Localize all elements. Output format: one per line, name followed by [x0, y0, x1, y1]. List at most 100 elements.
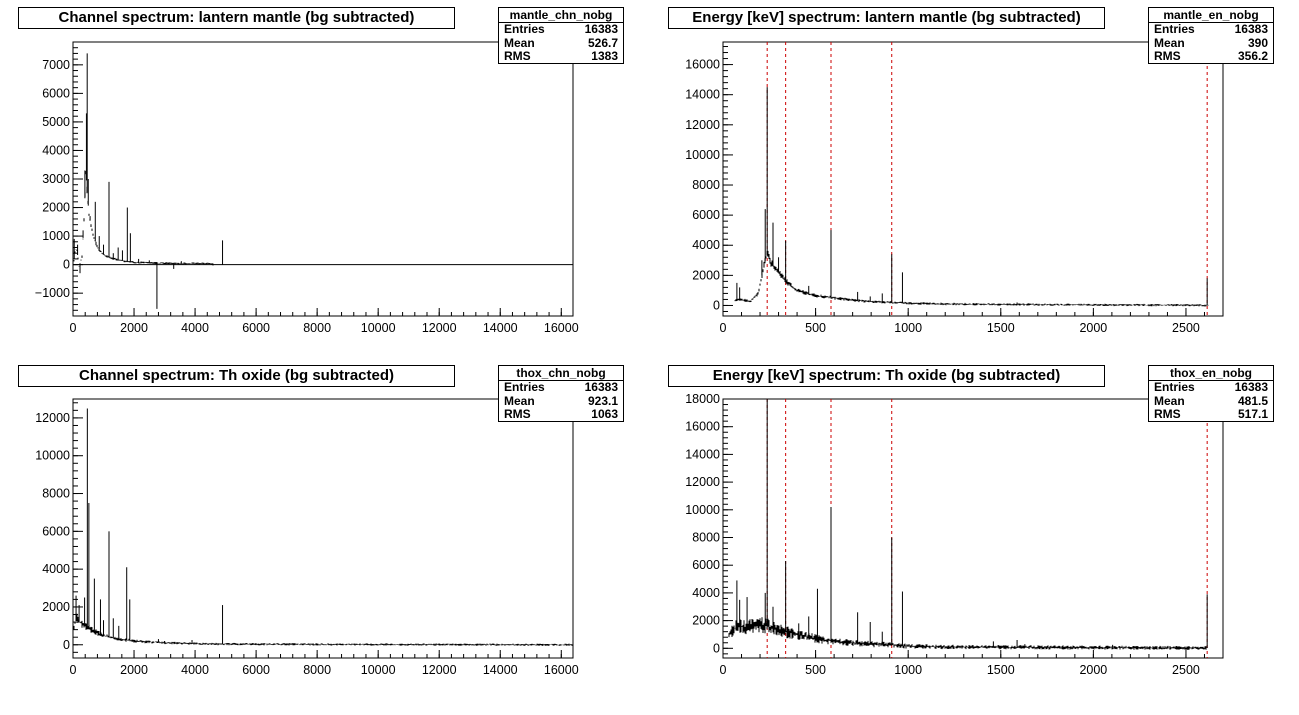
- stats-row-rms: RMS 517.1: [1149, 407, 1273, 422]
- y-tick-label: −1000: [35, 286, 70, 300]
- panel-mantle-energy: Energy [keV] spectrum: lantern mantle (b…: [650, 0, 1299, 358]
- y-tick-label: 0: [63, 638, 70, 652]
- plot-group: 0 2000 4000 6000 8000 10000 12000 14000 16000 0 20…: [35, 398, 579, 677]
- y-tick-label: 14000: [685, 88, 720, 102]
- x-tick-label: 12000: [422, 663, 457, 677]
- spectrum-trace: [72, 612, 574, 646]
- stats-label: Mean: [504, 393, 535, 408]
- spectrum-trace: [728, 617, 1207, 650]
- stats-row-entries: Entries 16383: [1149, 22, 1273, 37]
- stats-box: mantle_chn_nobg Entries 16383 Mean 526.7…: [498, 7, 624, 64]
- y-tick-label: 5000: [42, 115, 70, 129]
- chart-canvas: 0 2000 4000 6000 8000 10000 12000 14000 16000 0 20…: [35, 398, 579, 677]
- stats-value: 16383: [584, 22, 618, 36]
- stats-label: Entries: [1154, 380, 1195, 394]
- chart-title: Energy [keV] spectrum: lantern mantle (b…: [668, 7, 1105, 29]
- y-tick-label: 10000: [685, 503, 720, 517]
- stats-row-mean: Mean 526.7: [499, 35, 623, 51]
- stats-value: 16383: [1234, 22, 1268, 36]
- stats-label: RMS: [1154, 407, 1181, 421]
- y-tick-label: 2000: [42, 201, 70, 215]
- x-tick-label: 4000: [181, 663, 209, 677]
- stats-value: 526.7: [587, 35, 618, 50]
- y-tick-label: 2000: [42, 600, 70, 614]
- x-tick-label: 0: [70, 321, 77, 335]
- stats-value: 16383: [1234, 380, 1268, 394]
- stats-value: 481.5: [1237, 393, 1268, 408]
- stats-label: Mean: [1154, 35, 1185, 50]
- stats-box: thox_en_nobg Entries 16383 Mean 481.5 RM…: [1148, 365, 1274, 422]
- x-tick-label: 6000: [242, 663, 270, 677]
- x-tick-label: 2500: [1172, 663, 1200, 677]
- y-tick-label: 14000: [685, 447, 720, 461]
- x-tick-label: 2500: [1172, 321, 1200, 335]
- y-tick-label: 4000: [42, 562, 70, 576]
- x-tick-label: 0: [70, 663, 77, 677]
- stats-label: Mean: [1154, 393, 1185, 408]
- y-tick-label: 2000: [692, 268, 720, 282]
- x-tick-label: 2000: [120, 663, 148, 677]
- stats-label: RMS: [504, 49, 531, 63]
- y-tick-label: 16000: [685, 420, 720, 434]
- plot-group: 0 2000 4000 6000 8000 10000 12000 14000 16000−10…: [35, 41, 579, 335]
- spectrum-trace: [72, 171, 214, 271]
- panel-mantle-channel: Channel spectrum: lantern mantle (bg sub…: [0, 0, 650, 358]
- y-tick-label: 0: [63, 258, 70, 272]
- x-tick-label: 500: [805, 663, 826, 677]
- y-tick-label: 18000: [685, 392, 720, 406]
- y-tick-label: 2000: [692, 614, 720, 628]
- stats-value: 16383: [584, 380, 618, 394]
- x-tick-label: 8000: [303, 663, 331, 677]
- stats-name: mantle_chn_nobg: [499, 8, 623, 23]
- x-tick-label: 0: [720, 663, 727, 677]
- y-tick-label: 6000: [42, 524, 70, 538]
- x-tick-label: 4000: [181, 321, 209, 335]
- x-tick-label: 1500: [987, 663, 1015, 677]
- plot-group: 0 500 1000 1500 2000 2500 0 2000 4000 6000 8000 100…: [685, 392, 1224, 677]
- y-tick-label: 0: [713, 641, 720, 655]
- stats-row-rms: RMS 356.2: [1149, 49, 1273, 64]
- stats-value: 1383: [591, 49, 618, 63]
- panel-thox-energy: Energy [keV] spectrum: Th oxide (bg subt…: [650, 358, 1299, 715]
- y-tick-label: 1000: [42, 229, 70, 243]
- x-tick-label: 10000: [361, 321, 396, 335]
- stats-value: 356.2: [1237, 49, 1268, 63]
- x-tick-label: 0: [720, 321, 727, 335]
- x-tick-label: 2000: [120, 321, 148, 335]
- x-tick-label: 2000: [1079, 663, 1107, 677]
- x-tick-label: 2000: [1079, 321, 1107, 335]
- stats-label: Mean: [504, 35, 535, 50]
- plot-frame: [722, 398, 1224, 659]
- y-tick-label: 6000: [692, 208, 720, 222]
- x-tick-label: 8000: [303, 321, 331, 335]
- y-tick-label: 0: [713, 298, 720, 312]
- y-tick-label: 4000: [692, 238, 720, 252]
- y-tick-label: 4000: [42, 143, 70, 157]
- stats-row-entries: Entries 16383: [499, 22, 623, 37]
- y-tick-label: 10000: [685, 148, 720, 162]
- y-tick-label: 7000: [42, 58, 70, 72]
- chart-title: Energy [keV] spectrum: Th oxide (bg subt…: [668, 365, 1105, 387]
- y-tick-label: 6000: [42, 86, 70, 100]
- x-tick-label: 1000: [894, 663, 922, 677]
- chart-canvas: 0 500 1000 1500 2000 2500 0 2000 4000 6000 8000 100…: [685, 41, 1224, 335]
- x-tick-label: 6000: [242, 321, 270, 335]
- spectrum-trace: [734, 250, 1209, 307]
- stats-row-mean: Mean 481.5: [1149, 393, 1273, 409]
- y-tick-label: 8000: [692, 178, 720, 192]
- stats-name: mantle_en_nobg: [1149, 8, 1273, 23]
- chart-canvas: 0 2000 4000 6000 8000 10000 12000 14000 16000−10…: [35, 41, 579, 335]
- x-tick-label: 16000: [544, 663, 579, 677]
- plot-group: 0 500 1000 1500 2000 2500 0 2000 4000 6000 8000 100…: [685, 41, 1224, 335]
- stats-row-mean: Mean 923.1: [499, 393, 623, 409]
- y-tick-label: 3000: [42, 172, 70, 186]
- x-tick-label: 14000: [483, 663, 518, 677]
- stats-value: 923.1: [587, 393, 618, 408]
- y-tick-label: 10000: [35, 449, 70, 463]
- stats-label: Entries: [504, 380, 545, 394]
- stats-value: 517.1: [1237, 407, 1268, 421]
- stats-row-entries: Entries 16383: [1149, 380, 1273, 395]
- stats-row-mean: Mean 390: [1149, 35, 1273, 51]
- x-tick-label: 10000: [361, 663, 396, 677]
- y-tick-label: 4000: [692, 586, 720, 600]
